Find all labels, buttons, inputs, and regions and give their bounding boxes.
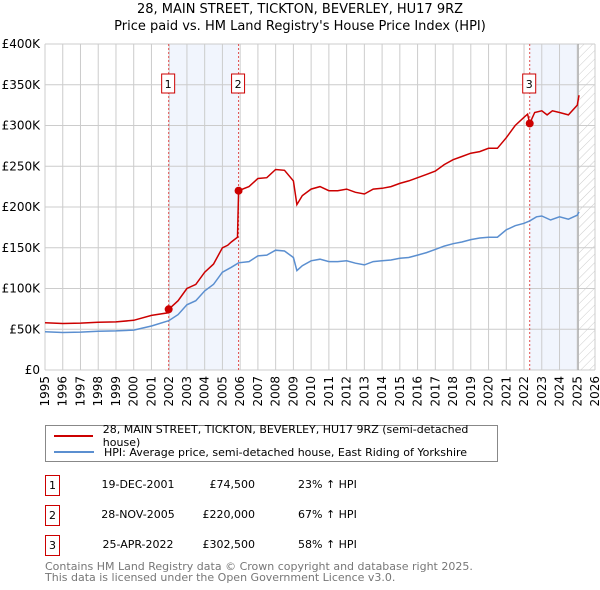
sale-label-text: 1 [165, 78, 172, 91]
chart-title: 28, MAIN STREET, TICKTON, BEVERLEY, HU17… [136, 2, 464, 17]
x-tick-label: 2012 [340, 376, 354, 407]
x-tick-label: 2008 [269, 376, 283, 407]
x-tick-label: 2000 [127, 376, 141, 407]
sale-label-box [231, 73, 246, 94]
transaction-price: £220,000 [202, 508, 256, 521]
y-tick-label: £0 [25, 363, 40, 377]
x-tick-label: 1999 [109, 376, 123, 407]
legend-swatch-blue [54, 451, 94, 453]
y-tick-label: £150K [2, 241, 42, 255]
legend-item-hpi: HPI: Average price, semi-detached house,… [54, 444, 467, 460]
legend-label: HPI: Average price, semi-detached house,… [104, 445, 468, 459]
footer-copyright: Contains HM Land Registry data © Crown c… [45, 560, 473, 573]
transaction-row: 3 25-APR-2022 £302,500 58% ↑ HPI [45, 535, 545, 556]
x-tick-label: 2002 [162, 376, 176, 407]
x-tick-label: 2024 [553, 376, 567, 407]
x-tick-label: 2021 [499, 376, 513, 407]
transaction-hpi: 23% ↑ HPI [298, 478, 357, 491]
y-tick-label: £100K [2, 282, 42, 296]
sale-label: 2 [231, 73, 246, 94]
legend-swatch-red [54, 435, 93, 437]
x-tick-label: 2023 [535, 376, 549, 407]
y-tick-label: £350K [2, 78, 42, 92]
x-tick-label: 2018 [446, 376, 460, 407]
y-tick-label: £250K [2, 159, 42, 173]
x-tick-label: 2025 [570, 376, 584, 407]
sale-label: 1 [161, 73, 176, 94]
transaction-price: £302,500 [202, 538, 256, 551]
hpi-line [44, 211, 580, 334]
x-tick-label: 2026 [588, 376, 600, 407]
x-tick-label: 2015 [393, 376, 407, 407]
transaction-number: 3 [45, 535, 60, 556]
transaction-price: £74,500 [209, 478, 256, 491]
transaction-number: 2 [45, 505, 60, 526]
property-price-line [44, 95, 580, 325]
y-tick-label: £400K [2, 37, 42, 51]
transaction-row: 1 19-DEC-2001 £74,500 23% ↑ HPI [45, 475, 545, 496]
transaction-hpi: 67% ↑ HPI [298, 508, 357, 521]
chart-subtitle: Price paid vs. HM Land Registry's House … [114, 19, 486, 34]
x-tick-label: 2009 [286, 376, 300, 407]
transaction-date: 28-NOV-2005 [101, 508, 175, 521]
transaction-hpi: 58% ↑ HPI [298, 538, 357, 551]
x-tick-label: 1998 [91, 376, 105, 407]
transaction-date: 25-APR-2022 [102, 538, 174, 551]
transaction-number: 1 [45, 475, 60, 496]
legend-item-property: 28, MAIN STREET, TICKTON, BEVERLEY, HU17… [54, 423, 497, 449]
x-tick-label: 2022 [517, 376, 531, 407]
x-tick-label: 2004 [198, 376, 212, 407]
sale-label-text: 3 [526, 78, 533, 91]
sale-point [234, 186, 243, 195]
x-tick-label: 2019 [464, 376, 478, 407]
x-tick-label: 2010 [304, 376, 318, 407]
sale-point [164, 305, 173, 314]
x-tick-label: 2020 [482, 376, 496, 407]
x-tick-label: 2016 [411, 376, 425, 407]
x-tick-label: 2011 [322, 376, 336, 407]
x-tick-label: 1997 [73, 376, 87, 407]
x-tick-label: 2001 [144, 376, 158, 407]
sale-label-text: 2 [235, 78, 242, 91]
legend: 28, MAIN STREET, TICKTON, BEVERLEY, HU17… [45, 423, 498, 462]
legend-label: 28, MAIN STREET, TICKTON, BEVERLEY, HU17… [102, 423, 469, 449]
x-tick-label: 2005 [215, 376, 229, 407]
sale-label: 3 [522, 73, 537, 94]
x-tick-label: 1996 [56, 376, 70, 407]
x-tick-label: 2013 [357, 376, 371, 407]
sale-point [525, 119, 534, 128]
x-tick-label: 2006 [233, 376, 247, 407]
x-tick-label: 2003 [180, 376, 194, 407]
y-tick-label: £200K [2, 200, 42, 214]
footer-licence: This data is licensed under the Open Gov… [45, 571, 396, 584]
x-tick-label: 2007 [251, 376, 265, 407]
line-chart: 1995 1996 1997 1998 1999 2000 2001 2002 2003 2004… [2, 37, 600, 407]
y-tick-label: £50K [9, 322, 41, 336]
x-tick-label: 1995 [38, 376, 52, 407]
y-tick-label: £300K [2, 119, 42, 133]
sale-label-box [522, 73, 537, 94]
transaction-date: 19-DEC-2001 [101, 478, 175, 491]
x-tick-label: 2014 [375, 376, 389, 407]
x-tick-label: 2017 [428, 376, 442, 407]
transaction-row: 2 28-NOV-2005 £220,000 67% ↑ HPI [45, 505, 545, 526]
sale-label-box [161, 73, 176, 94]
